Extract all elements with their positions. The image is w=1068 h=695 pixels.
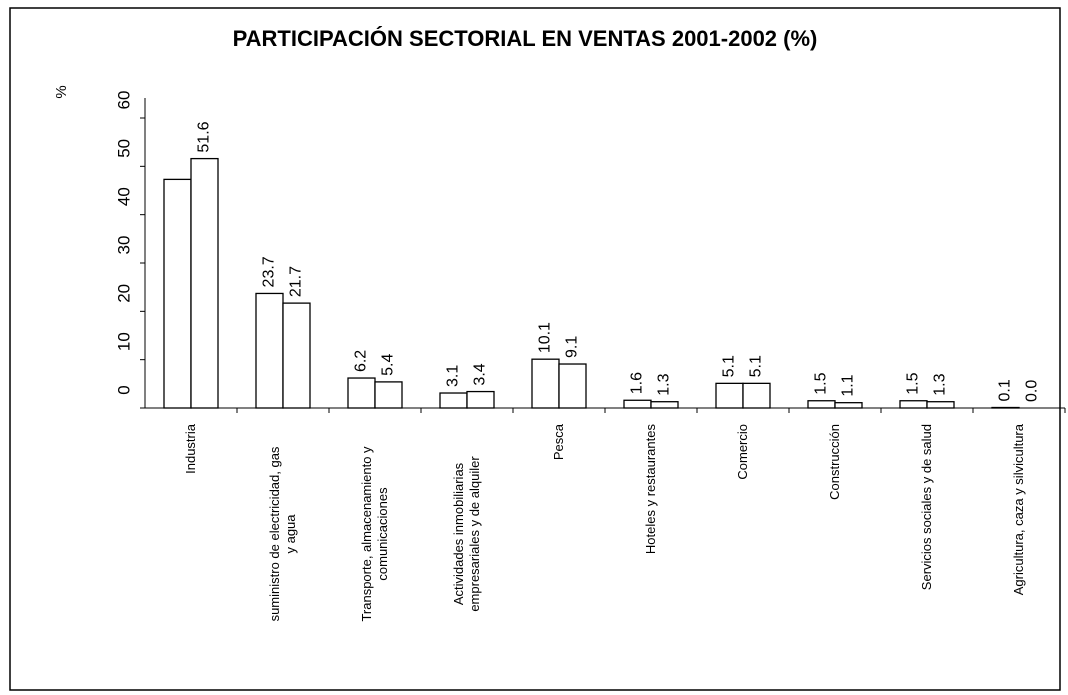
bar xyxy=(623,399,652,409)
bar xyxy=(926,401,955,409)
y-axis-label: % xyxy=(53,85,70,98)
x-tick-label: Transporte, almacenamiento ycomunicacion… xyxy=(359,446,390,622)
bar xyxy=(466,390,495,409)
data-label: 3.4 xyxy=(472,363,489,385)
x-tick-label-line: Construcción xyxy=(827,424,842,500)
y-tick-label: 60 xyxy=(114,91,133,110)
x-tick-label-line: Pesca xyxy=(551,423,566,460)
y-tick-label: 20 xyxy=(114,284,133,303)
data-label: 6.2 xyxy=(353,350,370,372)
bar xyxy=(347,377,376,409)
data-label: 5.1 xyxy=(721,355,738,377)
x-tick-label: suministro de electricidad, gasy agua xyxy=(267,446,298,621)
x-tick-label: Agricultura, caza y silvicultura xyxy=(1011,423,1026,595)
data-label: 9.1 xyxy=(564,336,581,358)
bar xyxy=(558,363,587,409)
bar xyxy=(163,178,192,409)
x-tick-label-line: Transporte, almacenamiento y xyxy=(359,446,374,622)
data-label: 1.5 xyxy=(905,372,922,394)
data-label: 3.1 xyxy=(445,365,462,387)
data-label: 0.1 xyxy=(997,379,1014,401)
x-tick-label: Pesca xyxy=(551,423,566,460)
y-tick-label: 50 xyxy=(114,139,133,158)
bar xyxy=(899,400,928,409)
x-tick-label: Industria xyxy=(183,423,198,474)
x-tick-label: Actividades inmobiliariasempresariales y… xyxy=(451,456,482,612)
data-label: 10.1 xyxy=(537,322,554,353)
x-tick-label-line: Servicios sociales y de salud xyxy=(919,424,934,590)
y-tick-label: 30 xyxy=(114,236,133,255)
x-tick-label: Construcción xyxy=(827,424,842,500)
bar xyxy=(834,402,863,409)
x-tick-label-line: y agua xyxy=(283,514,298,554)
chart-title: PARTICIPACIÓN SECTORIAL EN VENTAS 2001-2… xyxy=(233,26,818,51)
x-tick-label-line: empresariales y de alquiler xyxy=(467,456,482,612)
x-tick-label-line: Comercio xyxy=(735,424,750,480)
data-label: 1.1 xyxy=(840,374,857,396)
data-label: 5.4 xyxy=(380,354,397,376)
data-label: 1.3 xyxy=(932,373,949,395)
x-tick-label-line: suministro de electricidad, gas xyxy=(267,446,282,621)
x-tick-label: Hoteles y restaurantes xyxy=(643,424,658,555)
bar xyxy=(715,382,744,409)
bar xyxy=(190,157,219,409)
x-tick-label: Servicios sociales y de salud xyxy=(919,424,934,590)
data-label: 23.7 xyxy=(261,256,278,287)
x-tick-label-line: comunicaciones xyxy=(375,487,390,581)
bar xyxy=(650,401,679,409)
bar xyxy=(374,381,403,409)
data-label: 21.7 xyxy=(288,266,305,297)
x-tick-label-line: Agricultura, caza y silvicultura xyxy=(1011,423,1026,595)
data-label: 1.6 xyxy=(629,372,646,394)
x-tick-label: Comercio xyxy=(735,424,750,480)
data-label: 5.1 xyxy=(748,355,765,377)
data-label: 1.3 xyxy=(656,373,673,395)
y-tick-label: 0 xyxy=(114,385,133,394)
bar xyxy=(439,392,468,409)
x-tick-label-line: Actividades inmobiliarias xyxy=(451,462,466,605)
bar xyxy=(282,302,311,409)
bar xyxy=(742,382,771,409)
x-tick-label-line: Hoteles y restaurantes xyxy=(643,424,658,555)
y-tick-label: 10 xyxy=(114,332,133,351)
data-label: 51.6 xyxy=(196,121,213,152)
bar xyxy=(531,358,560,409)
bar xyxy=(255,292,284,409)
bar xyxy=(807,400,836,409)
data-label: 0.0 xyxy=(1024,380,1041,402)
data-label: 1.5 xyxy=(813,372,830,394)
x-tick-label-line: Industria xyxy=(183,423,198,474)
y-tick-label: 40 xyxy=(114,187,133,206)
